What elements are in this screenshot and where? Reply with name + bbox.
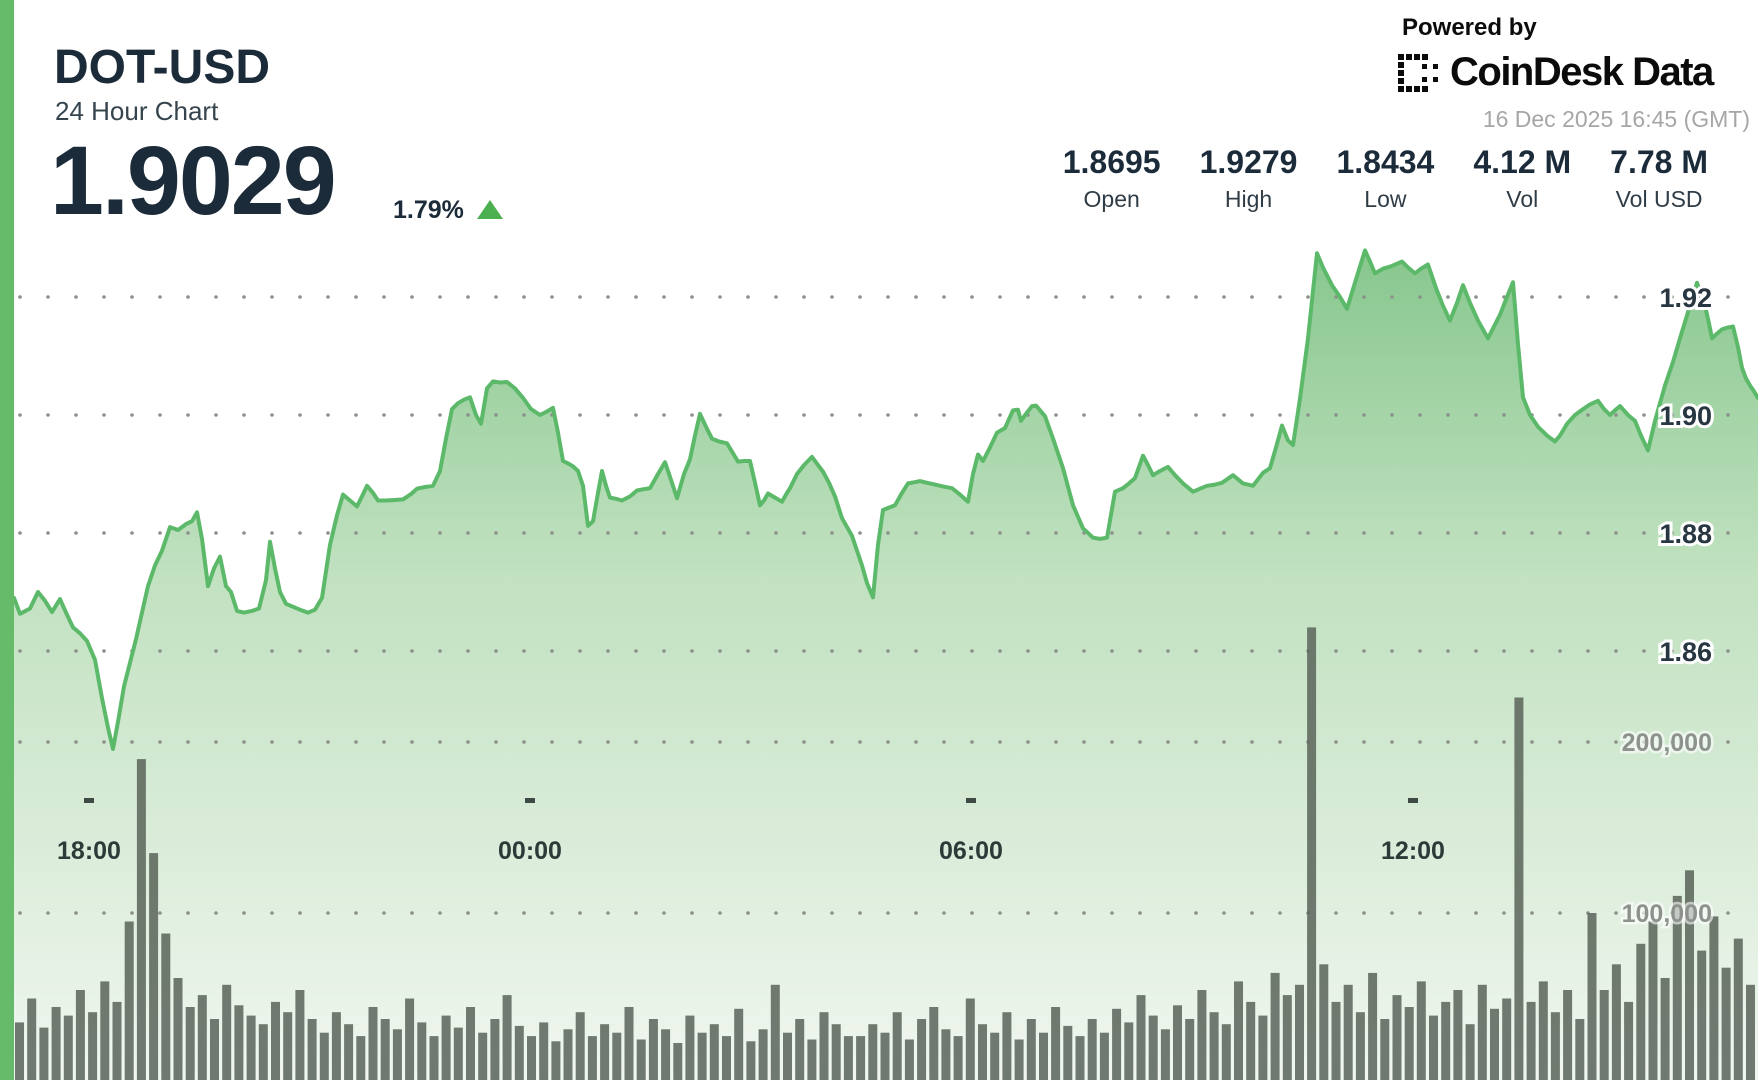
powered-by-label: Powered by xyxy=(1402,14,1537,41)
symbol-title: DOT-USD xyxy=(54,41,270,94)
volume-axis-labels: 200,000 100,000 xyxy=(1619,727,1714,931)
svg-text:100,000: 100,000 xyxy=(1622,900,1712,928)
time-axis-labels: 18:00 00:00 06:00 12:00 xyxy=(57,798,1445,865)
stat-label: Vol USD xyxy=(1615,186,1703,212)
stat-value: 1.8434 xyxy=(1336,144,1435,180)
svg-text:18:00: 18:00 xyxy=(57,837,121,865)
brand-row: CoinDesk Data xyxy=(1398,50,1714,95)
price-area xyxy=(14,250,1758,1080)
stat-open: 1.8695 Open xyxy=(1063,144,1161,213)
gridline-dots xyxy=(18,295,1730,915)
svg-text:06:00: 06:00 xyxy=(939,837,1003,865)
svg-text:1.86: 1.86 xyxy=(1659,637,1712,667)
volume-bars xyxy=(15,627,1755,1080)
stat-label: High xyxy=(1224,186,1273,212)
price-line xyxy=(12,248,1758,751)
price-axis-labels: 1.92 1.90 1.88 1.86 xyxy=(1656,280,1715,670)
left-accent-bar xyxy=(0,0,14,1080)
svg-text:00:00: 00:00 xyxy=(498,837,562,865)
stat-value: 1.9279 xyxy=(1199,144,1298,180)
stat-label: Open xyxy=(1083,186,1140,212)
coindesk-logo-icon xyxy=(1398,53,1438,92)
svg-text:12:00: 12:00 xyxy=(1381,837,1445,865)
svg-text:1.92: 1.92 xyxy=(1659,283,1712,313)
stat-value: 1.8695 xyxy=(1062,144,1161,180)
up-triangle-icon xyxy=(477,200,503,219)
stat-low: 1.8434 Low xyxy=(1336,144,1434,213)
timestamp: 16 Dec 2025 16:45 (GMT) xyxy=(1482,106,1750,132)
stat-vol-usd: 7.78 M Vol USD xyxy=(1610,144,1708,213)
ohlcv-stats: 1.8695 Open 1.9279 High 1.8434 Low 4.12 … xyxy=(1063,144,1708,213)
stat-label: Vol xyxy=(1506,186,1539,212)
stat-vol: 4.12 M Vol xyxy=(1473,144,1571,213)
stat-high: 1.9279 High xyxy=(1200,144,1298,213)
last-price: 1.9029 xyxy=(50,126,337,235)
change-percent: 1.79% xyxy=(393,196,464,224)
svg-text:200,000: 200,000 xyxy=(1622,729,1712,757)
brand-name: CoinDesk Data xyxy=(1450,50,1714,94)
stat-value: 7.78 M xyxy=(1610,144,1708,180)
svg-text:1.88: 1.88 xyxy=(1659,519,1712,549)
svg-text:1.90: 1.90 xyxy=(1659,401,1712,431)
chart-subtitle: 24 Hour Chart xyxy=(55,96,219,126)
stat-value: 4.12 M xyxy=(1473,144,1572,180)
stat-label: Low xyxy=(1364,186,1407,212)
